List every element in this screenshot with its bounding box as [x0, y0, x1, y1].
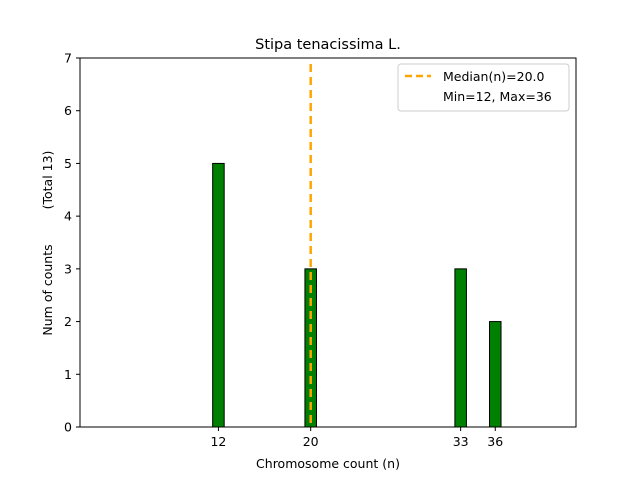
plot-frame [79, 57, 577, 428]
bar-33 [454, 268, 467, 428]
bars [212, 162, 502, 428]
y-tick-label-2: 2 [64, 314, 72, 329]
x-tick-label-12: 12 [210, 434, 226, 449]
y-tick-label-1: 1 [64, 367, 72, 382]
bar-12 [212, 162, 225, 428]
x-tick-label-36: 36 [487, 434, 503, 449]
x-axis-label: Chromosome count (n) [256, 456, 400, 471]
legend-box [397, 63, 570, 112]
y-tick-label-7: 7 [64, 51, 72, 66]
legend: Median(n)=20.0 Min=12, Max=36 [397, 63, 570, 112]
bar-36 [488, 321, 502, 428]
x-tick-label-20: 20 [303, 434, 319, 449]
y-axis-total-label: (Total 13) [40, 151, 55, 210]
y-tick-label-0: 0 [64, 420, 72, 435]
y-tick-label-3: 3 [64, 261, 72, 276]
legend-median-label: Median(n)=20.0 [443, 69, 544, 84]
y-axis: 0 1 2 3 4 5 6 7 [64, 51, 80, 435]
y-tick-label-6: 6 [64, 103, 72, 118]
x-axis: 12 20 33 36 [210, 427, 503, 449]
y-tick-label-4: 4 [64, 209, 72, 224]
y-tick-label-5: 5 [64, 156, 72, 171]
y-axis-label: Num of counts [40, 244, 55, 335]
legend-range-label: Min=12, Max=36 [443, 89, 552, 104]
chart-title: Stipa tenacissima L. [255, 37, 401, 53]
x-tick-label-33: 33 [453, 434, 469, 449]
